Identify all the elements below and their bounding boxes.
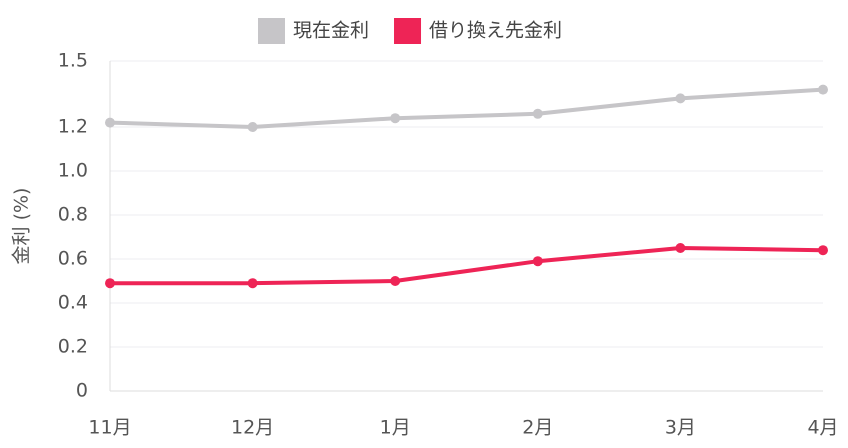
y-tick-label: 1.2 (58, 116, 88, 138)
data-point (818, 245, 828, 256)
y-tick-label: 0.8 (58, 204, 88, 226)
y-tick-label: 0.6 (58, 248, 88, 270)
y-tick-label: 0.4 (58, 292, 88, 314)
data-point (247, 278, 258, 289)
legend-label: 現在金利 (293, 20, 369, 42)
y-tick-label: 1.5 (58, 50, 88, 72)
legend-label: 借り換え先金利 (429, 20, 562, 42)
data-point (105, 117, 115, 128)
data-point (675, 243, 686, 253)
y-tick-label: 1.0 (58, 160, 88, 182)
data-point (818, 84, 828, 95)
y-tick-label: 0 (76, 380, 88, 402)
y-axis-label: 金利 (%) (11, 188, 33, 265)
series-line (110, 246, 824, 286)
x-tick-label: 3月 (665, 417, 696, 439)
data-point (105, 278, 115, 289)
data-point (675, 93, 686, 104)
x-tick-label: 12月 (231, 417, 274, 439)
data-point (247, 122, 258, 132)
y-tick-label: 0.2 (58, 336, 88, 358)
legend-swatch (258, 18, 285, 44)
x-tick-label: 11月 (88, 417, 131, 439)
x-tick-label: 2月 (522, 417, 553, 439)
data-point (532, 108, 543, 119)
legend-swatch (394, 18, 422, 44)
data-point (532, 256, 543, 267)
data-point (390, 276, 401, 286)
data-point (390, 113, 401, 124)
x-tick-label: 1月 (380, 417, 411, 439)
x-tick-label: 4月 (807, 417, 838, 439)
series-line (109, 87, 824, 129)
